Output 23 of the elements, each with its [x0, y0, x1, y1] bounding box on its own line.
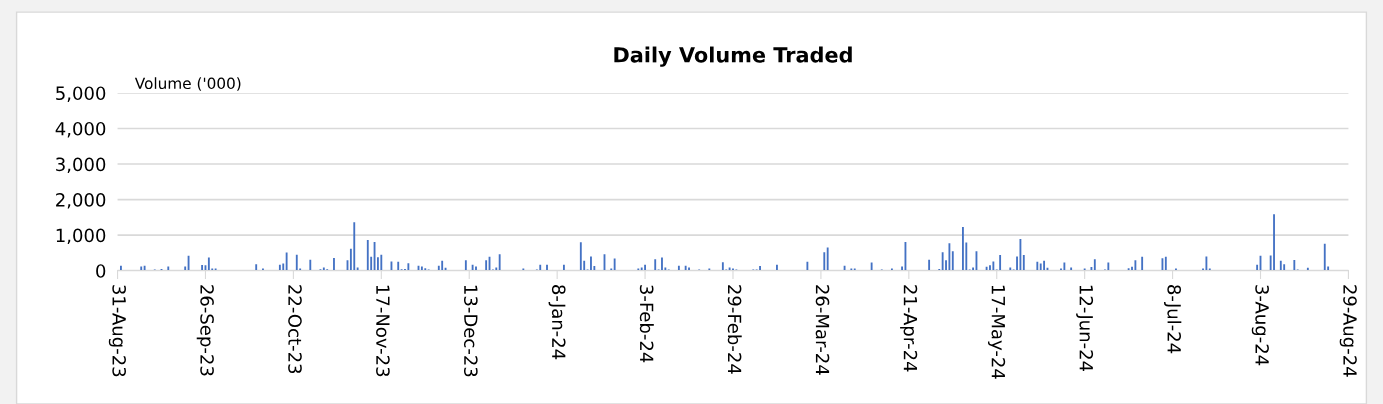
x-tick-label: 12-Jun-24 — [1076, 285, 1094, 372]
x-tick-label: 3-Aug-24 — [1251, 285, 1269, 366]
x-tick-label: 8-Jul-24 — [1163, 285, 1182, 354]
y-tick-label: 2,000 — [56, 193, 106, 209]
x-tick-label: 22-Oct-23 — [288, 285, 302, 374]
y-tick-label: 0 — [96, 264, 106, 278]
x-tick-label: 21-Apr-24 — [900, 285, 918, 372]
x-tick-label: 17-Nov-23 — [376, 285, 390, 377]
x-tick-label: 13-Dec-23 — [463, 285, 478, 377]
y-tick-label: 1,000 — [56, 228, 106, 245]
x-tick-label: 26-Sep-23 — [196, 285, 214, 376]
x-tick-label: 17-May-24 — [988, 285, 1006, 379]
x-tick-label: 3-Feb-24 — [639, 285, 654, 363]
y-tick-label: 4,000 — [55, 121, 106, 138]
y-tick-label: 3,000 — [56, 157, 106, 173]
chart-title: Daily Volume Traded — [614, 46, 852, 67]
x-tick-label: 29-Feb-24 — [727, 285, 742, 374]
x-tick-label: 8-Jan-24 — [548, 285, 566, 360]
x-tick-label: 31-Aug-23 — [108, 285, 126, 377]
x-tick-label: 26-Mar-24 — [815, 285, 830, 375]
x-tick-label: 29-Aug-24 — [1339, 285, 1357, 377]
y-axis-title: Volume ('000) — [134, 77, 241, 91]
y-tick-label: 5,000 — [56, 86, 106, 102]
